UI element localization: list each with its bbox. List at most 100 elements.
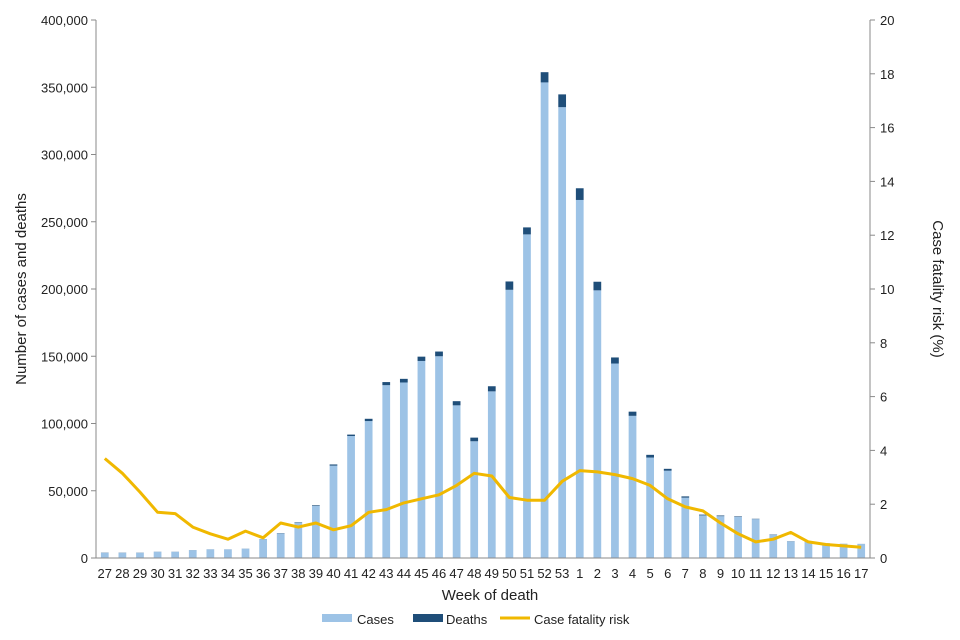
bar-cases (822, 543, 830, 558)
bar-deaths (628, 411, 637, 416)
x-tick-label: 52 (537, 566, 551, 581)
x-tick-label: 17 (854, 566, 868, 581)
bar-cases (839, 543, 848, 558)
bar-cases (312, 505, 320, 558)
bar-cases (523, 234, 531, 558)
bar-cases (804, 541, 813, 558)
bar-deaths (399, 378, 408, 383)
bar-deaths (734, 516, 742, 517)
x-tick-label: 16 (836, 566, 850, 581)
x-tick-label: 4 (629, 566, 636, 581)
bars-layer (100, 72, 866, 559)
x-tick-label: 1 (576, 566, 583, 581)
bar-deaths (505, 281, 514, 290)
x-tick-label: 46 (432, 566, 446, 581)
x-tick-label: 36 (256, 566, 270, 581)
x-tick-label: 43 (379, 566, 393, 581)
x-tick-label: 10 (731, 566, 745, 581)
bar-deaths (329, 464, 338, 466)
x-tick-label: 12 (766, 566, 780, 581)
bar-cases (646, 457, 654, 558)
left-tick-label: 150,000 (41, 349, 88, 364)
x-tick-label: 42 (361, 566, 375, 581)
right-tick-label: 4 (880, 443, 887, 458)
x-tick-label: 33 (203, 566, 217, 581)
x-tick-label: 39 (309, 566, 323, 581)
x-tick-label: 27 (98, 566, 112, 581)
legend: Cases Deaths Case fatality risk (322, 612, 630, 627)
left-tick-label: 0 (81, 551, 88, 566)
right-tick-label: 16 (880, 121, 894, 136)
bar-cases (171, 551, 180, 558)
y2-axis-title: Case fatality risk (%) (929, 220, 946, 358)
bar-cases (224, 549, 232, 558)
cfr-line-layer (103, 457, 862, 549)
bar-deaths (646, 454, 654, 458)
right-tick-label: 10 (880, 282, 894, 297)
x-tick-label: 53 (555, 566, 569, 581)
x-tick-label: 49 (485, 566, 499, 581)
legend-label-cases: Cases (357, 612, 394, 627)
bar-deaths (663, 468, 672, 471)
legend-label-cfr: Case fatality risk (534, 612, 630, 627)
x-tick-label: 41 (344, 566, 358, 581)
bar-cases (347, 436, 355, 558)
legend-swatch-deaths (413, 614, 443, 622)
bar-cases (241, 548, 250, 558)
x-tick-label: 32 (186, 566, 200, 581)
bar-deaths (417, 356, 426, 361)
bar-deaths (523, 227, 531, 235)
bar-deaths (347, 434, 355, 437)
bar-cases (118, 552, 127, 558)
bar-cases (364, 421, 373, 558)
bar-cases (699, 515, 707, 558)
x-tick-label: 50 (502, 566, 516, 581)
right-axis-ticks: 0 2 4 6 8 10 12 14 16 18 20 (870, 13, 894, 566)
bar-cases (751, 519, 760, 558)
legend-label-deaths: Deaths (446, 612, 488, 627)
x-tick-label: 15 (819, 566, 833, 581)
y-axis-title: Number of cases and deaths (13, 193, 30, 385)
bar-cases (417, 360, 426, 558)
bar-cases (206, 549, 215, 558)
bar-deaths (470, 437, 479, 442)
bar-cases (628, 415, 637, 558)
right-tick-label: 14 (880, 174, 894, 189)
left-tick-label: 350,000 (41, 80, 88, 95)
bar-cases (593, 290, 602, 558)
x-tick-label: 5 (646, 566, 653, 581)
x-tick-label: 31 (168, 566, 182, 581)
x-tick-label: 7 (682, 566, 689, 581)
left-tick-label: 300,000 (41, 148, 88, 163)
right-tick-label: 0 (880, 551, 887, 566)
x-axis-title: Week of death (442, 587, 538, 604)
left-axis-ticks: 0 50,000 100,000 150,000 200,000 250,000 300,0… (41, 13, 96, 566)
bar-deaths (611, 357, 619, 364)
bar-cases (153, 551, 162, 558)
x-tick-label: 45 (414, 566, 428, 581)
left-tick-label: 200,000 (41, 282, 88, 297)
bar-deaths (312, 505, 320, 506)
x-tick-label: 35 (238, 566, 252, 581)
left-tick-label: 400,000 (41, 13, 88, 28)
bar-deaths (435, 351, 443, 357)
bar-deaths (487, 386, 496, 392)
bar-deaths (699, 514, 707, 516)
bar-cases (470, 441, 479, 558)
bar-cases (663, 470, 672, 558)
x-tick-label: 29 (133, 566, 147, 581)
bar-deaths (593, 281, 602, 291)
bar-deaths (575, 188, 584, 200)
x-axis-ticks: 27 28 29 30 31 32 33 34 35 36 37 38 39 40 41 42 43 44 45 46… (98, 566, 869, 581)
bar-cases (769, 534, 778, 558)
bar-cases (857, 544, 866, 558)
left-tick-label: 50,000 (48, 484, 88, 499)
bar-deaths (364, 418, 373, 422)
bar-cases (558, 107, 567, 558)
x-tick-label: 9 (717, 566, 724, 581)
bar-cases (505, 289, 514, 558)
right-tick-label: 12 (880, 228, 894, 243)
bar-cases (382, 385, 391, 558)
left-tick-label: 250,000 (41, 215, 88, 230)
